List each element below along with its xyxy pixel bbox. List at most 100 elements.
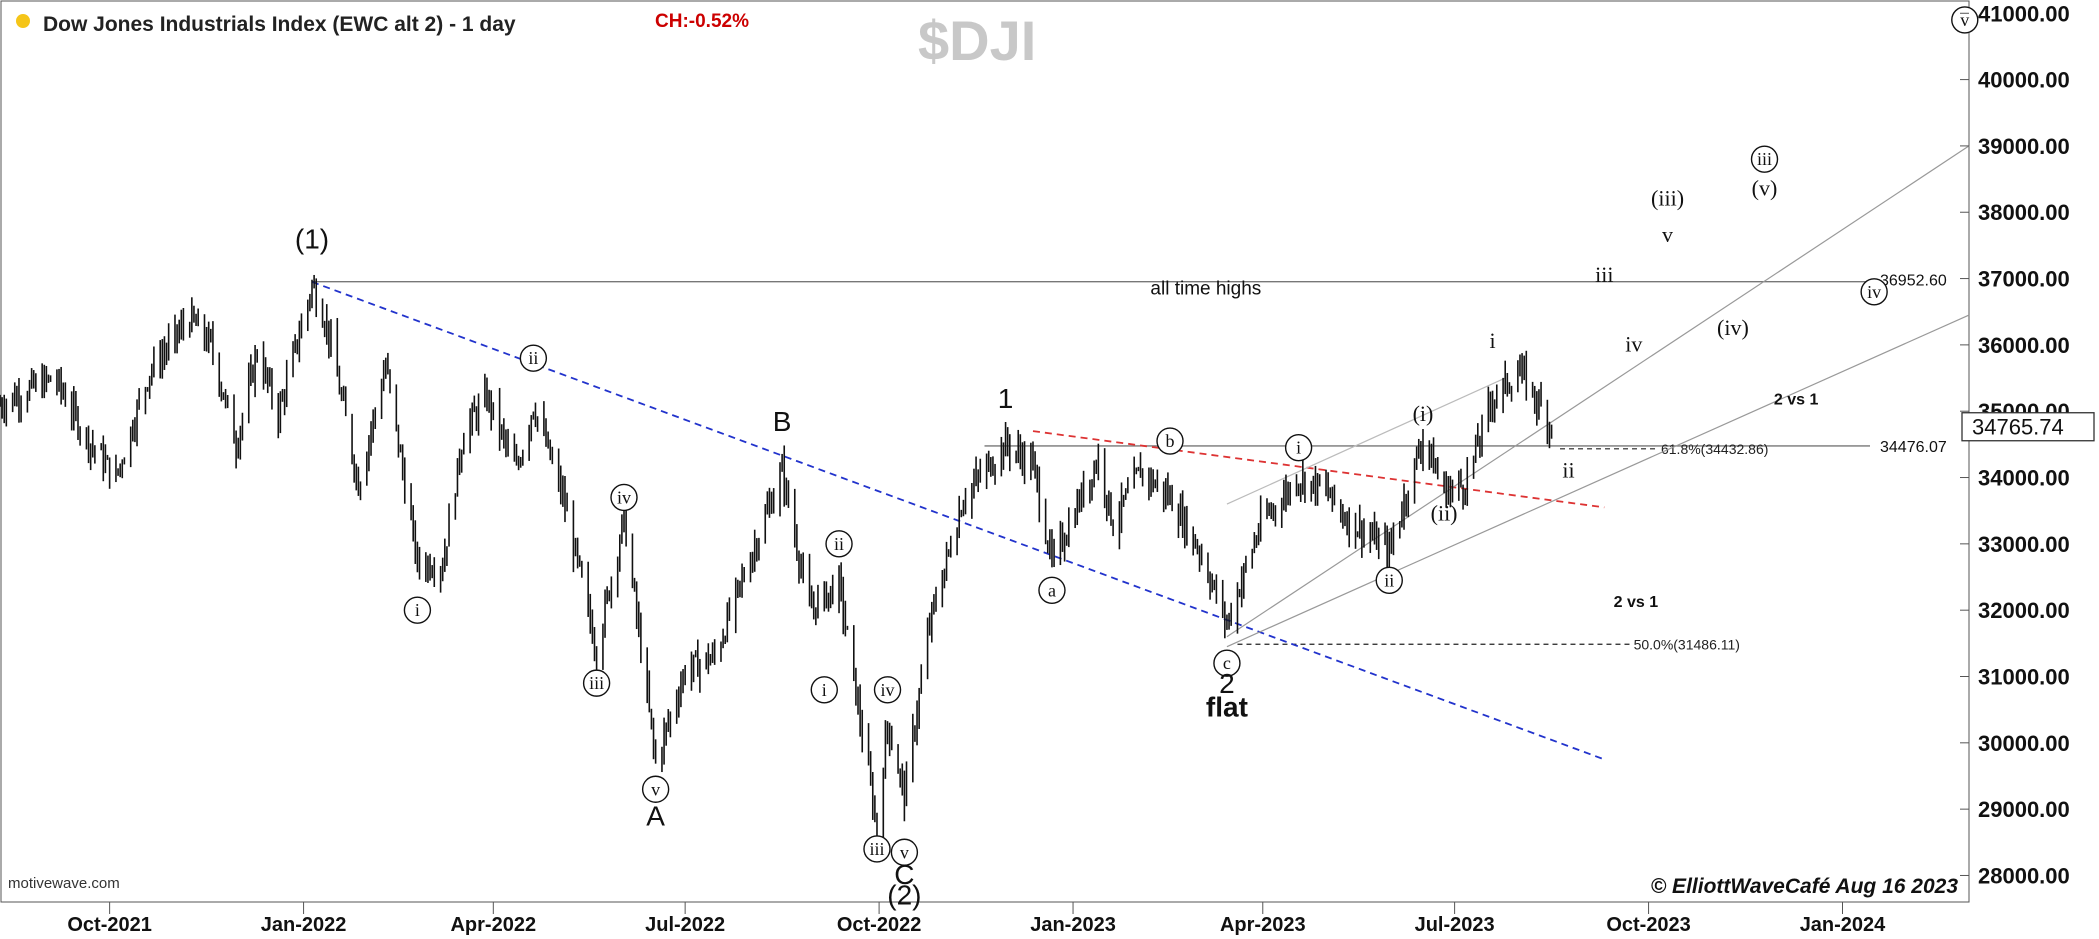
wave-label-major: B <box>773 406 792 437</box>
wave-label: (iv) <box>1717 315 1749 340</box>
wave-label-bold: flat <box>1206 691 1248 722</box>
x-tick-label: Apr-2022 <box>450 914 536 936</box>
x-axis: Oct-2021 Jan-2022 Apr-2022 Jul-2022 Oct-2022… <box>67 902 1886 936</box>
fib-level-label: 61.8%(34432.86) <box>1661 441 1768 457</box>
y-tick-label: 34000.00 <box>1978 466 2070 491</box>
wave-label-circled: i <box>822 680 827 700</box>
y-tick-label: 40000.00 <box>1978 68 2070 93</box>
wave-circle <box>1284 433 1313 462</box>
x-tick-label: Oct-2021 <box>67 914 152 936</box>
wave-circle <box>1213 649 1241 677</box>
wave-circle <box>1156 427 1184 455</box>
wave-circle <box>610 483 638 512</box>
wave-circle <box>519 344 548 372</box>
resistance-value-label: 34476.07 <box>1880 439 1947 456</box>
x-tick-label: Jan-2023 <box>1030 914 1116 936</box>
trendline <box>1226 145 1970 638</box>
wave-label-circled: v <box>900 842 909 862</box>
y-tick-label: 30000.00 <box>1978 731 2070 756</box>
ratio-annotation: 2 vs 1 <box>1614 594 1659 611</box>
y-axis: 28000.00 29000.00 30000.00 31000.00 32000.00… <box>1960 1 2095 888</box>
chart-title: Dow Jones Industrials Index (EWC alt 2) … <box>43 13 516 36</box>
x-tick-label: Oct-2022 <box>837 914 922 936</box>
wave-label-circled: iii <box>1757 149 1772 169</box>
y-tick-label: 33000.00 <box>1978 532 2070 557</box>
x-tick-label: Apr-2023 <box>1220 914 1306 936</box>
wave-label-circled: b <box>1166 431 1175 451</box>
wave-label-circled: iii <box>589 673 604 693</box>
last-price-tag <box>1961 412 2095 442</box>
wave-label-major: 1 <box>998 383 1014 414</box>
wave-circle <box>873 676 902 704</box>
wave-circle <box>825 530 853 558</box>
wave-circle <box>641 775 670 803</box>
y-tick-label: 41000.00 <box>1978 1 2070 26</box>
trendline <box>1226 377 1506 505</box>
wave-label: (ii) <box>1431 501 1458 526</box>
x-tick-label: Jan-2022 <box>261 914 347 936</box>
ratio-annotation: 2 vs 1 <box>1774 392 1819 409</box>
wave-label: i <box>1489 328 1495 353</box>
wave-circle <box>1951 6 1979 34</box>
trendline <box>1226 314 1970 648</box>
y-tick-label: 28000.00 <box>1978 863 2070 888</box>
y-tick-label: 39000.00 <box>1978 134 2070 159</box>
status-dot-icon <box>16 14 30 28</box>
wave-label-circled: c <box>1223 653 1231 673</box>
wave-label: ii <box>1562 458 1574 483</box>
wave-label-circled: a <box>1048 580 1056 600</box>
wave-label-circled: i <box>1296 438 1301 458</box>
wave-label-major: A <box>646 801 665 832</box>
wave-label-major: 2 <box>1219 668 1235 699</box>
y-tick-label: 38000.00 <box>1978 200 2070 225</box>
wave-label-circled: iv <box>617 487 631 507</box>
x-tick-label: Jan-2024 <box>1800 914 1886 936</box>
copyright-label: © ElliottWaveCafé Aug 16 2023 <box>1651 875 1959 898</box>
wave-circle <box>582 669 611 697</box>
y-tick-label: 31000.00 <box>1978 665 2070 690</box>
wave-label-major: (1) <box>295 224 329 255</box>
wave-circle <box>1375 566 1403 595</box>
wave-circle <box>1860 278 1888 306</box>
wave-label-circled: ii <box>1384 570 1394 590</box>
ath-label: all time highs <box>1150 279 1261 300</box>
wave-label: (v) <box>1752 176 1778 201</box>
source-label: motivewave.com <box>8 875 120 892</box>
wave-label: iii <box>1595 262 1613 287</box>
wave-circle <box>403 596 432 624</box>
trendline <box>1032 430 1605 509</box>
wave-label-major: (2) <box>887 880 921 911</box>
wave-circle <box>810 676 838 704</box>
price-levels: all time highs 36952.60 34476.07 61.8%(3443… <box>312 273 1947 652</box>
symbol-watermark: $DJI <box>918 9 1036 72</box>
wave-label: v <box>1662 222 1673 247</box>
wave-label: iv <box>1625 332 1642 357</box>
x-tick-label: Jul-2022 <box>645 914 725 936</box>
x-tick-label: Jul-2023 <box>1415 914 1495 936</box>
wave-circle <box>1038 576 1066 604</box>
plot-area <box>0 0 1970 903</box>
wave-label-circled: v <box>651 779 660 799</box>
wave-label-circled: i <box>415 600 420 620</box>
y-tick-label: 37000.00 <box>1978 267 2070 292</box>
wave-label: (iii) <box>1651 186 1684 211</box>
y-tick-label: 32000.00 <box>1978 598 2070 623</box>
x-tick-label: Oct-2023 <box>1606 914 1691 936</box>
fib-level-label: 50.0%(31486.11) <box>1634 636 1740 652</box>
wave-label: (i) <box>1413 401 1434 426</box>
last-price-label: 34765.74 <box>1972 415 2064 440</box>
ohlc-bars <box>0 274 1553 847</box>
ath-value-label: 36952.60 <box>1880 273 1947 290</box>
y-tick-label: 36000.00 <box>1978 333 2070 358</box>
wave-label-circled: iii <box>869 839 884 859</box>
wave-label-circled: v <box>1960 10 1969 30</box>
wave-label-circled: iv <box>1867 282 1881 302</box>
change-percent: CH:-0.52% <box>655 11 749 32</box>
wave-label-circled: iv <box>881 680 895 700</box>
y-tick-label: 29000.00 <box>1978 797 2070 822</box>
wave-label-major: C <box>894 859 914 890</box>
wave-circle <box>863 835 891 863</box>
wave-circle <box>890 838 919 866</box>
